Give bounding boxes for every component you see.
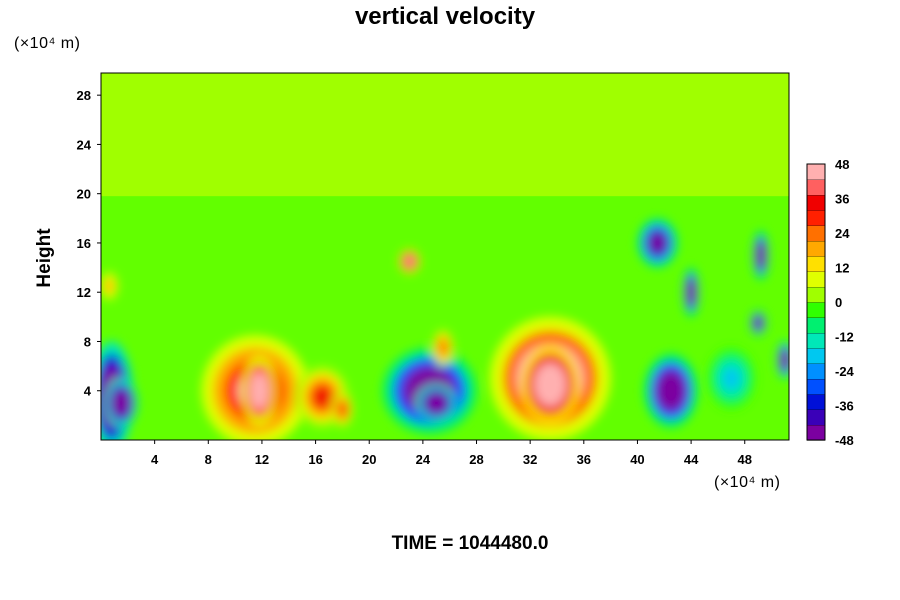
- x-tick-label-2: 12: [255, 452, 269, 467]
- y-tick-label-1: 8: [84, 334, 91, 349]
- time-readout: TIME = 1044480.0: [392, 533, 549, 554]
- y-axis-ticks: 4 8 12 16 20 24 28: [77, 88, 101, 399]
- velocity-feature-14-ring-3: [650, 234, 665, 252]
- colorbar-tick-label-3: 12: [835, 261, 849, 276]
- x-tick-label-4: 20: [362, 452, 376, 467]
- colorbar-swatch-15: [806, 194, 826, 211]
- velocity-feature-18-ring-3: [782, 353, 788, 367]
- plot-area: [101, 73, 789, 440]
- colorbar-swatch-14: [806, 209, 826, 226]
- y-tick-label-3: 16: [77, 236, 91, 251]
- x-axis-unit: (×10⁴ m): [714, 474, 780, 491]
- colorbar-tick-label-7: -36: [835, 399, 854, 414]
- colorbar-swatch-16: [806, 179, 826, 196]
- colorbar-swatch-11: [806, 255, 826, 272]
- colorbar-tick-label-6: -24: [835, 364, 855, 379]
- velocity-feature-13-ring-3: [661, 378, 681, 404]
- x-tick-label-8: 36: [577, 452, 591, 467]
- velocity-feature-16-ring-3: [758, 246, 764, 264]
- velocity-feature-10-ring-3: [439, 341, 447, 354]
- x-tick-label-6: 28: [469, 452, 483, 467]
- velocity-feature-12-ring-3: [540, 371, 561, 398]
- y-axis-unit: (×10⁴ m): [14, 35, 80, 52]
- colorbar: 48 36 24 12 0 -12 -24 -36 -48: [806, 157, 855, 448]
- colorbar-swatch-9: [806, 286, 826, 303]
- colorbar-swatch-2: [806, 393, 826, 410]
- colorbar-swatch-0: [806, 424, 826, 441]
- velocity-feature-7-ring-3: [405, 257, 414, 266]
- y-tick-label-0: 4: [84, 384, 92, 399]
- velocity-feature-15-ring-3: [688, 283, 694, 301]
- y-tick-label-4: 20: [77, 187, 91, 202]
- x-tick-label-7: 32: [523, 452, 537, 467]
- colorbar-swatch-4: [806, 363, 826, 380]
- colorbar-swatch-7: [806, 317, 826, 334]
- velocity-feature-19-ring-3: [723, 367, 740, 389]
- x-tick-label-9: 40: [630, 452, 644, 467]
- velocity-feature-6-ring-3: [338, 402, 347, 416]
- colorbar-swatch-1: [806, 409, 826, 426]
- y-tick-label-2: 12: [77, 285, 91, 300]
- colorbar-swatch-6: [806, 332, 826, 349]
- colorbar-tick-label-2: 24: [835, 226, 850, 241]
- y-tick-label-6: 28: [77, 88, 91, 103]
- velocity-feature-1-ring-3: [115, 394, 127, 412]
- colorbar-frame: [806, 163, 826, 441]
- x-axis-ticks: 4 8 12 16 20 24 28 32 36 40 44 48: [151, 440, 752, 467]
- colorbar-swatch-17: [806, 163, 826, 180]
- x-tick-label-1: 8: [205, 452, 212, 467]
- x-tick-label-10: 44: [684, 452, 699, 467]
- colorbar-swatch-12: [806, 240, 826, 257]
- colorbar-swatch-3: [806, 378, 826, 395]
- colorbar-swatch-8: [806, 301, 826, 318]
- velocity-features: [101, 218, 789, 440]
- colorbar-tick-label-5: -12: [835, 330, 854, 345]
- velocity-feature-9-ring-3: [429, 396, 444, 410]
- velocity-feature-2-ring-3: [105, 281, 113, 292]
- y-axis-label: Height: [34, 228, 55, 288]
- colorbar-tick-label-0: 48: [835, 157, 849, 172]
- colorbar-tick-label-1: 36: [835, 192, 849, 207]
- velocity-feature-4-ring-3: [253, 379, 266, 403]
- x-tick-label-0: 4: [151, 452, 159, 467]
- x-tick-label-11: 48: [738, 452, 752, 467]
- velocity-feature-5-ring-3: [313, 386, 332, 408]
- plot-frame: [100, 72, 790, 441]
- x-tick-label-5: 24: [416, 452, 431, 467]
- y-tick-label-5: 24: [77, 137, 92, 152]
- x-tick-label-3: 16: [308, 452, 322, 467]
- colorbar-tick-label-8: -48: [835, 433, 854, 448]
- colorbar-swatch-13: [806, 225, 826, 242]
- colorbar-swatch-10: [806, 271, 826, 288]
- colorbar-swatch-5: [806, 347, 826, 364]
- colorbar-tick-label-4: 0: [835, 295, 842, 310]
- velocity-feature-17-ring-3: [755, 318, 761, 328]
- chart-title: vertical velocity: [355, 3, 536, 30]
